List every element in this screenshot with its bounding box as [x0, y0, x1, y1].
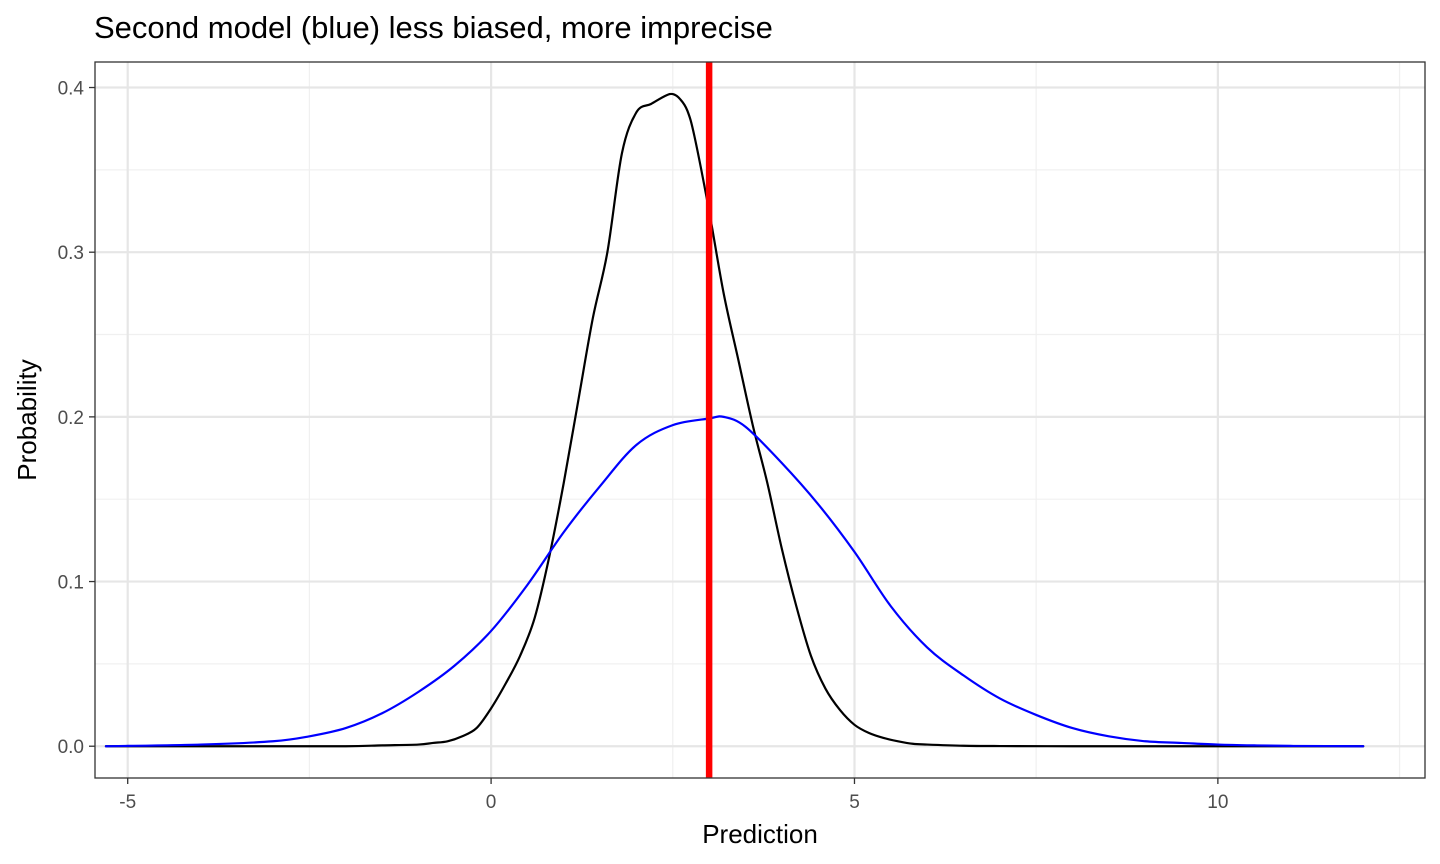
y-tick-label: 0.4 — [58, 79, 85, 100]
y-tick-label: 0.3 — [58, 243, 84, 264]
y-tick-label: 0.0 — [58, 737, 84, 758]
density-line-series-2 — [104, 415, 1365, 748]
series-layer — [104, 92, 1365, 748]
y-tick-label: 0.2 — [58, 408, 84, 429]
x-tick-label: 10 — [1207, 792, 1228, 813]
y-tick-label: 0.1 — [58, 573, 84, 594]
x-axis-title: Prediction — [702, 819, 818, 849]
x-axis: -5 0 5 10 — [119, 778, 1228, 813]
x-tick-label: 0 — [486, 792, 497, 813]
y-axis-title: Probability — [12, 359, 42, 480]
x-tick-label: -5 — [119, 792, 136, 813]
y-axis: 0.0 0.1 0.2 0.3 0.4 — [58, 79, 95, 758]
chart-title: Second model (blue) less biased, more im… — [94, 10, 773, 45]
plot-panel-border — [94, 61, 1426, 779]
minor-gridlines — [95, 62, 1425, 778]
density-line-series-1 — [104, 92, 1365, 748]
x-tick-label: 5 — [849, 792, 860, 813]
